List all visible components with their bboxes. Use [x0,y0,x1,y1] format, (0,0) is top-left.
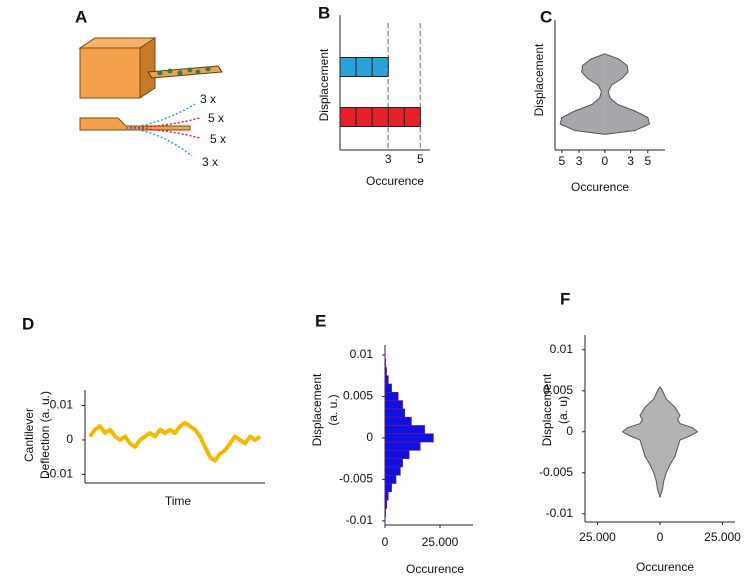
x-tick-label: 0 [657,530,664,544]
y-tick-label: -0.005 [339,472,373,486]
histogram-bar [384,400,403,410]
x-tick-label: 25.000 [704,530,741,544]
violin-half [604,53,651,135]
y-tick-label: -0.01 [46,467,74,481]
x-tick-label: 5 [644,154,651,168]
panel-label: D [22,314,34,333]
x-tick-label: 5 [559,154,566,168]
x-tick-label: 3 [385,152,392,166]
histogram-bar [384,458,403,468]
block-front [79,47,141,99]
panel-label: C [540,7,552,26]
y-axis-label: Displacement [310,373,324,446]
y-axis-label: Displacement [317,48,331,121]
histogram-bar [384,408,406,418]
beads [157,66,211,76]
bar [339,57,389,77]
y-tick-label: -0.005 [539,465,573,479]
y-tick-label: 0 [566,424,573,438]
histogram-bar [384,416,412,426]
y-axis-label: Cantilever [22,408,36,462]
x-tick-label: 25.000 [422,535,459,549]
violin-half [559,53,606,135]
histogram-bar [384,441,421,451]
histogram-bar [384,433,434,443]
annotation: 3 x [202,155,218,169]
block-side [139,37,156,99]
y-axis-label: (a. u.) [326,394,340,425]
annotation: 3 x [200,92,216,106]
panel-label: F [560,289,570,308]
x-tick-label: 3 [576,154,583,168]
x-axis-label: Occurence [406,562,464,576]
cantilever [147,65,223,79]
panel-a-diagram: A 3 x 5 x 5 x 3 x [75,7,226,169]
violin-half [659,386,699,498]
x-tick-label: 25.000 [579,530,616,544]
violin-half [621,386,661,498]
y-tick-label: 0.005 [543,383,573,397]
y-axis-label: Deflection (a. u.) [38,391,52,479]
y-tick-label: 0.01 [350,347,374,361]
histogram-bar [384,483,392,493]
x-axis-label: Occurence [571,180,629,194]
histogram-bar [384,367,387,376]
annotation: 5 x [210,132,226,146]
histogram-bar [384,474,397,484]
x-tick-label: 3 [627,154,634,168]
y-tick-label: 0.005 [343,389,373,403]
line [88,420,262,463]
deflections [125,103,201,157]
histogram-bar [384,499,388,509]
x-tick-label: 0 [602,154,609,168]
y-tick-label: 0.01 [50,398,74,412]
histogram-bar [384,466,401,476]
x-axis-label: Time [165,494,192,508]
histogram-bar [384,491,389,501]
y-axis-label: Displacement [532,43,546,116]
side-view [79,117,191,131]
y-tick-label: -0.01 [546,506,574,520]
y-tick-label: 0 [366,430,373,444]
histogram-bar [384,508,386,518]
histogram-bar [384,450,410,459]
panel-label: B [318,3,330,22]
histogram-bar [384,383,392,393]
x-tick-label: 5 [417,152,424,166]
y-axis-label: Displacement [540,373,554,446]
annotation: 5 x [208,111,224,125]
x-tick-label: 0 [382,535,389,549]
y-tick-label: 0 [66,432,73,446]
bar [339,107,421,127]
histogram-bar [384,391,399,401]
y-tick-label: 0.01 [550,342,574,356]
histogram-bar [384,375,389,385]
panel-label: A [75,7,87,26]
x-axis-label: Occurence [636,560,694,574]
histogram-bar [384,358,386,368]
panel-label: E [315,311,326,330]
y-tick-label: -0.01 [346,513,374,527]
y-axis-label: (a. u) [556,396,570,424]
x-axis-label: Occurence [366,174,424,188]
histogram-bar [384,425,425,435]
